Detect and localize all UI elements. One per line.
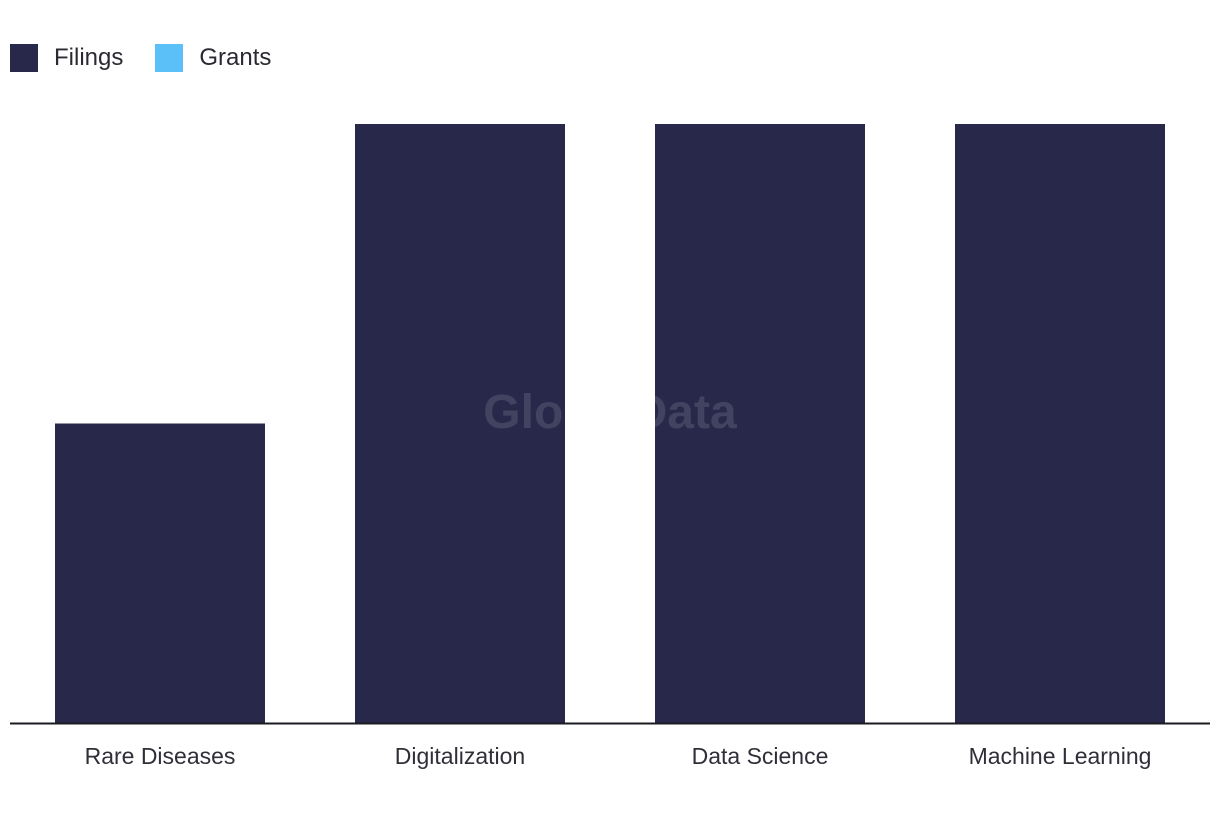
legend-swatch-grants [155, 44, 184, 72]
bar-filings-data-science[interactable] [655, 124, 865, 723]
x-tick-label: Machine Learning [969, 743, 1152, 769]
x-tick-label: Digitalization [395, 743, 525, 769]
bar-filings-rare-diseases[interactable] [55, 423, 265, 724]
x-tick-label: Data Science [692, 743, 829, 769]
legend-item-filings[interactable]: Filings [10, 44, 123, 72]
chart-legend: Filings Grants [10, 44, 271, 72]
x-tick-label: Rare Diseases [85, 743, 236, 769]
watermark-text: GlobalData [483, 386, 737, 439]
legend-swatch-filings [10, 44, 38, 72]
bar-filings-machine-learning[interactable] [955, 124, 1165, 723]
legend-label-grants: Grants [199, 44, 272, 71]
legend-item-grants[interactable]: Grants [155, 44, 271, 72]
bar-filings-digitalization[interactable] [355, 124, 565, 723]
bars-group [55, 124, 1165, 723]
x-tick-labels: Rare Diseases Digitalization Data Science M… [85, 743, 1152, 769]
legend-label-filings: Filings [54, 44, 124, 71]
